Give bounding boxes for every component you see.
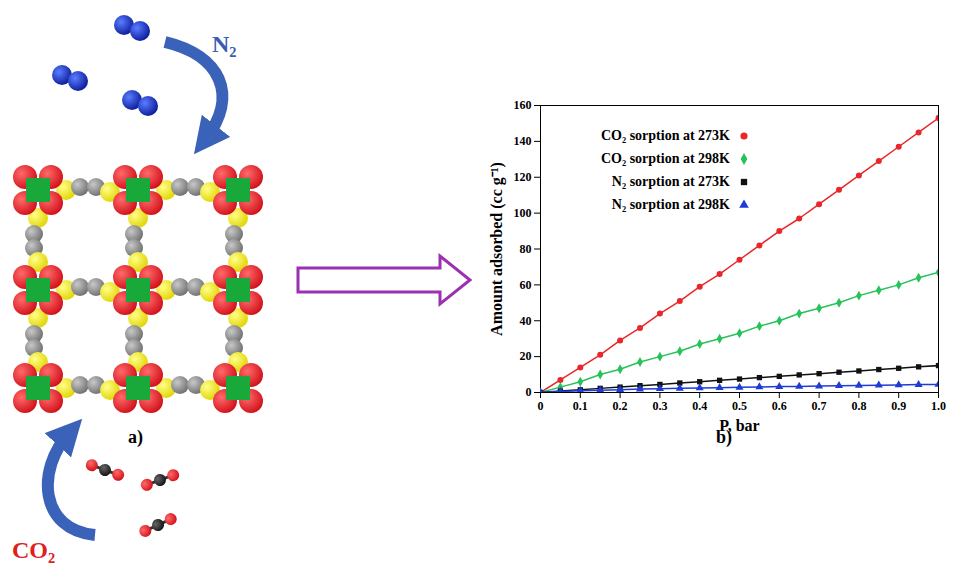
- svg-text:40: 40: [520, 314, 532, 328]
- svg-text:0.3: 0.3: [652, 399, 667, 413]
- svg-text:a): a): [128, 427, 143, 448]
- svg-text:20: 20: [520, 349, 532, 363]
- svg-text:160: 160: [514, 98, 532, 112]
- svg-text:0.9: 0.9: [891, 399, 906, 413]
- svg-text:0.6: 0.6: [772, 399, 787, 413]
- svg-text:0.4: 0.4: [692, 399, 707, 413]
- svg-text:120: 120: [514, 170, 532, 184]
- svg-text:1.0: 1.0: [931, 399, 946, 413]
- svg-text:0.7: 0.7: [812, 399, 827, 413]
- svg-text:100: 100: [514, 206, 532, 220]
- html-text:CO₂ sorption at 298K: CO₂ sorption at 298K: [601, 150, 730, 166]
- svg-text:140: 140: [514, 134, 532, 148]
- svg-text:N₂: N₂: [212, 31, 237, 57]
- svg-text:CO₂: CO₂: [12, 537, 55, 563]
- svg-text:0.2: 0.2: [613, 399, 628, 413]
- svg-text:Amount adsorbed (cc g⁻¹): Amount adsorbed (cc g⁻¹): [488, 162, 506, 336]
- svg-text:0: 0: [538, 399, 544, 413]
- html-text:b): b): [716, 427, 732, 447]
- svg-text:0.8: 0.8: [851, 399, 866, 413]
- svg-text:0.5: 0.5: [732, 399, 747, 413]
- svg-text:0.1: 0.1: [573, 399, 588, 413]
- svg-text:60: 60: [520, 278, 532, 292]
- html-text:N₂ sorption at 298K: N₂ sorption at 298K: [611, 196, 730, 212]
- svg-text:P, bar: P, bar: [719, 416, 760, 434]
- html-text:N₂ sorption at 273K: N₂ sorption at 273K: [611, 173, 730, 189]
- svg-text:0: 0: [526, 385, 532, 399]
- html-text:CO₂ sorption at 273K: CO₂ sorption at 273K: [601, 127, 730, 143]
- svg-text:80: 80: [520, 242, 532, 256]
